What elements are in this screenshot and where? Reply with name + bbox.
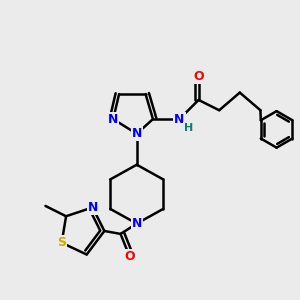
Text: O: O — [124, 250, 135, 262]
Text: N: N — [132, 127, 142, 140]
Text: O: O — [193, 70, 204, 83]
Text: N: N — [132, 217, 142, 230]
Text: N: N — [87, 201, 98, 214]
Text: N: N — [108, 112, 119, 126]
Text: H: H — [184, 123, 193, 133]
Text: S: S — [57, 236, 66, 249]
Text: N: N — [174, 112, 184, 126]
